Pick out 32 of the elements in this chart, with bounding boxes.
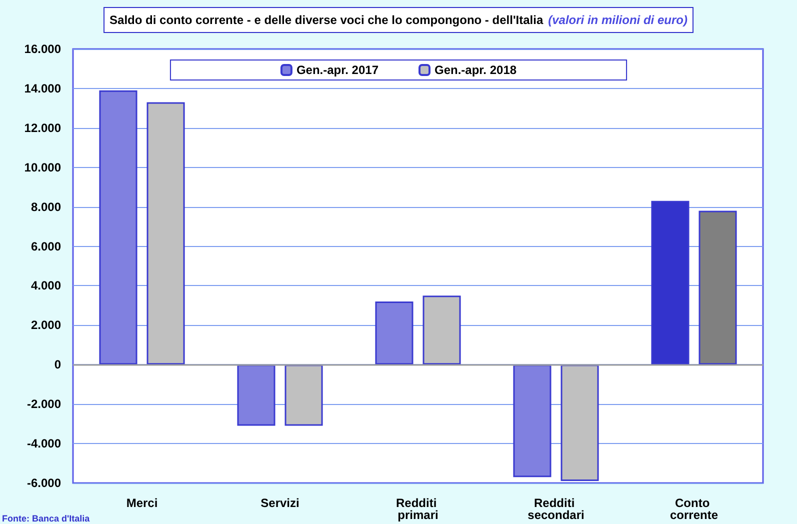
legend-label: Gen.-apr. 2018 xyxy=(434,63,517,77)
x-tick-label: Conto corrente xyxy=(670,496,718,522)
bar xyxy=(422,296,461,365)
legend-label: Gen.-apr. 2017 xyxy=(296,63,379,77)
y-tick-label: -2.000 xyxy=(26,397,62,412)
source-note: Fonte: Banca d'Italia xyxy=(2,514,91,524)
y-tick-label: -4.000 xyxy=(26,436,62,451)
x-tick-label: Redditi primari xyxy=(396,496,440,522)
y-tick-label: 10.000 xyxy=(24,160,62,174)
bar xyxy=(284,364,323,426)
x-tick-label: Merci xyxy=(126,496,158,510)
y-tick-label: 8.000 xyxy=(30,200,62,214)
bar xyxy=(99,90,138,365)
y-tick-label: 12.000 xyxy=(24,120,62,135)
y-tick-label: 4.000 xyxy=(30,278,62,293)
chart-title: Saldo di conto corrente - e delle diverse voci che lo compongono - dell'Italia xyxy=(110,13,544,27)
bar xyxy=(237,364,276,426)
bar xyxy=(146,102,185,365)
y-tick-label: 16.000 xyxy=(24,42,62,56)
y-tick-label: 6.000 xyxy=(30,239,62,254)
bar xyxy=(698,210,737,365)
x-tick-label: Redditi secondari xyxy=(528,496,584,522)
y-tick-label: -6.000 xyxy=(26,476,62,490)
bar xyxy=(513,364,552,478)
bar xyxy=(651,200,690,365)
y-tick-label: 14.000 xyxy=(24,81,62,96)
x-tick-label: Servizi xyxy=(260,496,300,510)
bar xyxy=(375,302,414,365)
bar xyxy=(560,364,599,482)
chart-subtitle: (valori in milioni di euro) xyxy=(548,13,688,27)
y-tick-label: 2.000 xyxy=(30,318,62,332)
y-tick-label: 0 xyxy=(54,358,62,372)
